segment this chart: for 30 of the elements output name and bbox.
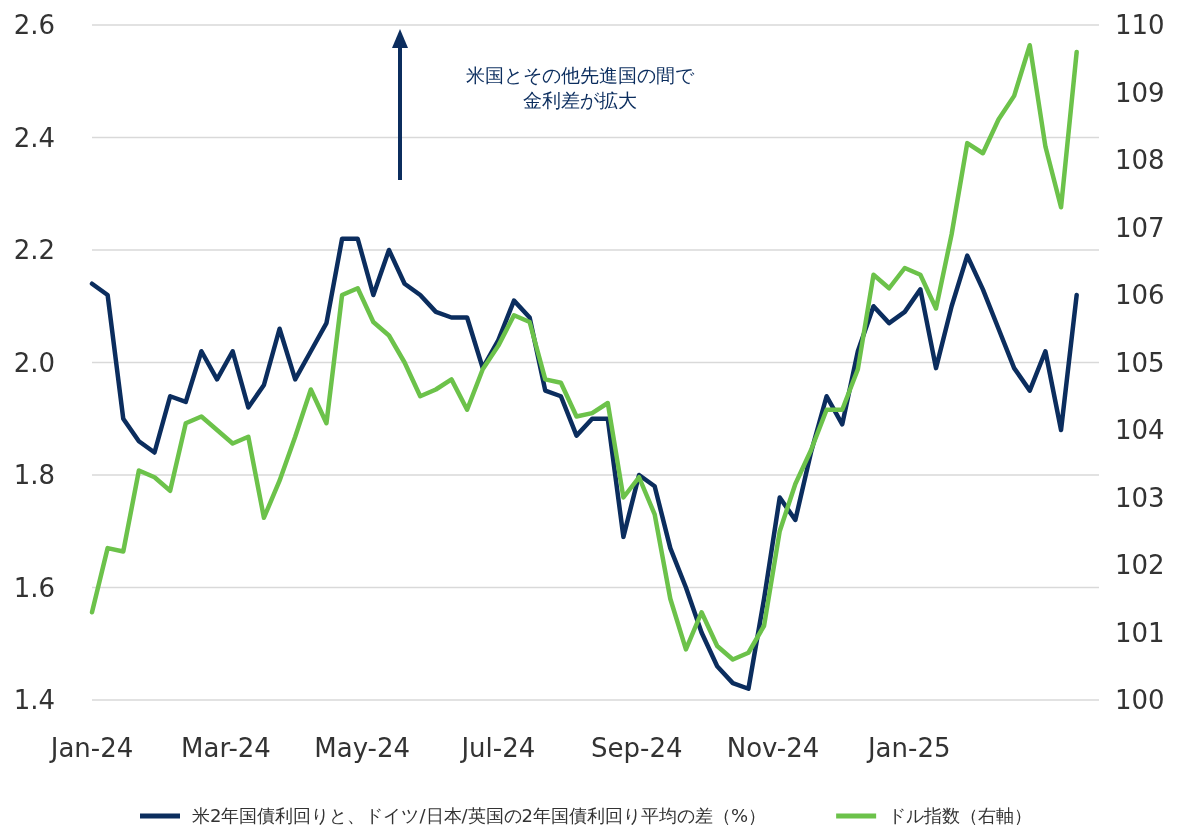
x-tick-label: May-24 <box>314 733 411 763</box>
legend-label: ドル指数（右軸） <box>888 805 1033 826</box>
y2-tick-label: 102 <box>1115 550 1165 580</box>
y-tick-label: 1.6 <box>13 572 55 603</box>
x-tick-label: Jan-25 <box>865 733 951 763</box>
y2-tick-label: 105 <box>1115 347 1165 378</box>
x-tick-label: Jul-24 <box>459 733 536 763</box>
line-series <box>89 236 1079 691</box>
y2-tick-label: 101 <box>1115 617 1165 648</box>
y-tick-label: 1.4 <box>13 685 55 715</box>
legend-label: 米2年国債利回りと、ドイツ/日本/英国の2年国債利回り平均の差（%） <box>192 805 767 826</box>
y-tick-label: 1.8 <box>13 460 55 490</box>
x-tick-label: Mar-24 <box>181 733 271 763</box>
y2-tick-label: 106 <box>1115 280 1165 310</box>
y-tick-label: 2.2 <box>13 235 55 265</box>
y2-tick-label: 108 <box>1115 145 1165 175</box>
y2-tick-label: 100 <box>1115 685 1165 715</box>
y2-tick-label: 104 <box>1115 415 1165 445</box>
y2-tick-label: 109 <box>1115 77 1165 108</box>
annotation: 米国とその他先進国の間で金利差が拡大 <box>466 64 695 111</box>
y2-tick-label: 107 <box>1115 212 1165 243</box>
x-tick-label: Nov-24 <box>726 733 820 763</box>
y-tick-label: 2.6 <box>13 10 55 40</box>
y-tick-label: 2.0 <box>13 347 55 378</box>
y2-tick-label: 103 <box>1115 482 1165 513</box>
x-tick-label: Sep-24 <box>591 733 683 763</box>
line-series <box>89 43 1079 662</box>
x-tick-label: Jan-24 <box>48 733 134 763</box>
y2-tick-label: 110 <box>1115 10 1165 40</box>
y-tick-label: 2.4 <box>13 122 55 153</box>
